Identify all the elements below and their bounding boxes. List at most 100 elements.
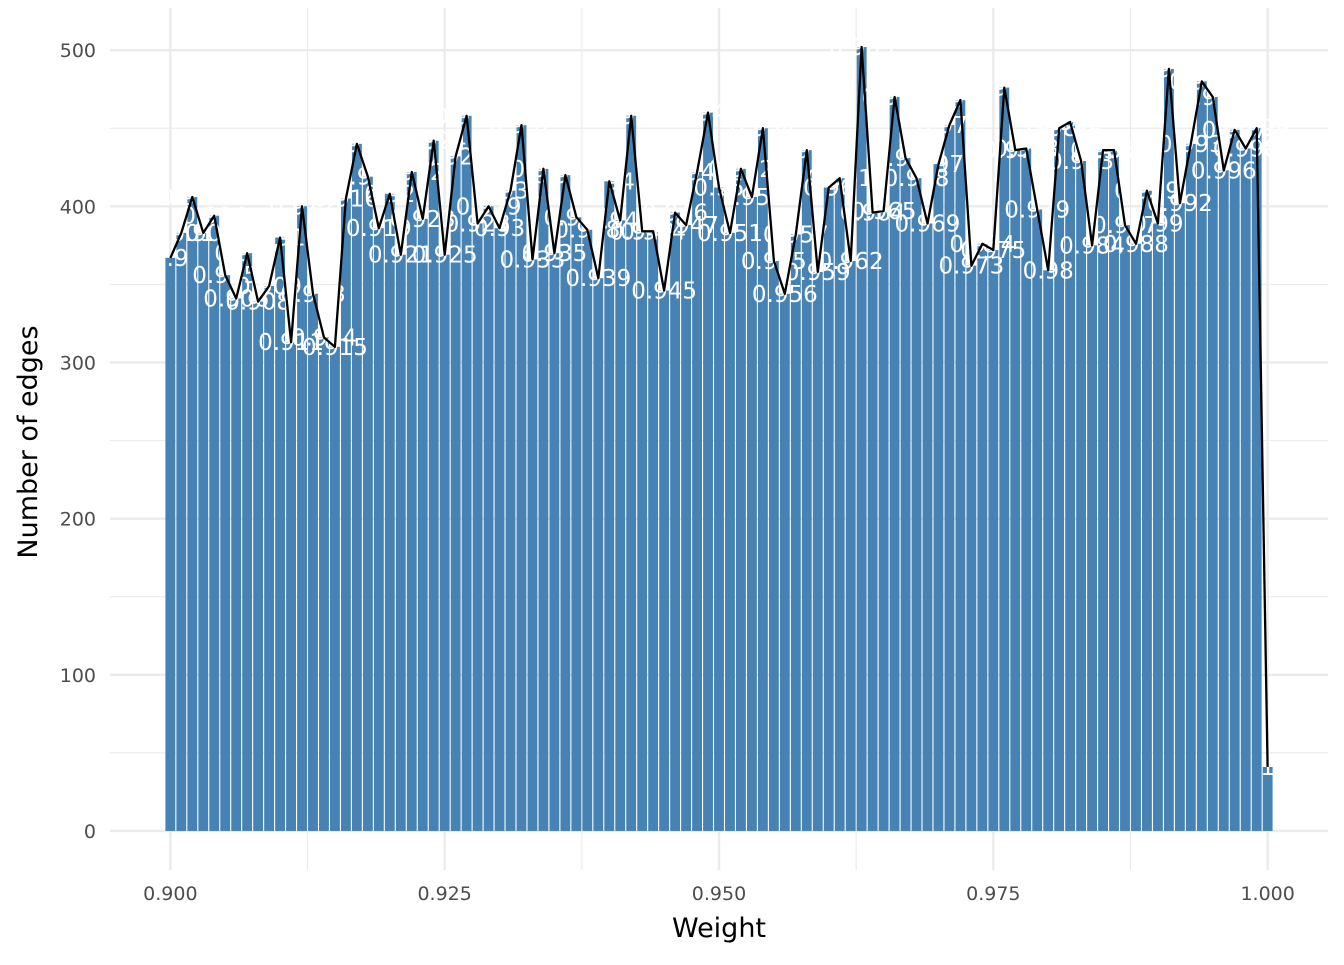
histogram-bar	[867, 212, 878, 831]
x-axis-title: Weight	[672, 913, 766, 944]
histogram-bar	[505, 190, 516, 831]
histogram-bar	[1131, 243, 1141, 831]
histogram-bar	[1076, 161, 1087, 831]
y-axis-title: Number of edges	[13, 325, 44, 558]
bar-value-label: 0.9	[152, 246, 189, 272]
histogram-bar	[944, 125, 955, 831]
histogram-bar	[801, 150, 812, 831]
histogram-bar	[209, 215, 220, 831]
histogram-bar	[373, 228, 384, 831]
histogram-bar	[692, 171, 702, 831]
histogram-bar	[231, 298, 242, 831]
histogram-bar	[560, 175, 571, 831]
histogram-bar	[351, 143, 362, 831]
histogram-bar	[242, 253, 253, 831]
x-tick-label: 0.925	[417, 883, 471, 905]
histogram-bar	[1142, 190, 1152, 831]
overlay-trend-line	[169, 45, 1269, 767]
histogram-bar	[593, 278, 604, 831]
histogram-bar	[604, 181, 615, 831]
x-tick-label: 0.975	[966, 883, 1020, 905]
y-axis-ticks: 0 100 200 300 400 500	[60, 40, 96, 843]
histogram-bar	[264, 285, 275, 831]
histogram-bar	[988, 250, 999, 831]
histogram-bar	[823, 187, 834, 831]
histogram-bar	[472, 223, 483, 831]
x-tick-label: 1.000	[1240, 883, 1294, 905]
histogram-bar	[1120, 225, 1130, 831]
histogram-bar	[582, 229, 593, 831]
histogram-bar	[549, 253, 560, 831]
histogram-bar	[999, 87, 1010, 831]
histogram-bar	[1021, 148, 1032, 831]
histogram-bar	[527, 259, 538, 831]
histogram-bar	[308, 293, 318, 831]
histogram-bar	[1163, 68, 1174, 831]
histogram-bar	[395, 254, 406, 831]
x-axis-ticks: 0.900 0.925 0.950 0.975 1.000	[143, 883, 1295, 905]
histogram-bar	[384, 193, 395, 831]
histogram-bar	[187, 196, 198, 831]
histogram-bar	[1065, 121, 1076, 831]
histogram-bar	[670, 212, 681, 831]
histogram-bar	[615, 220, 626, 831]
histogram-bar	[340, 198, 351, 831]
histogram-bar	[450, 156, 461, 831]
histogram-bar	[1043, 270, 1054, 831]
histogram-bar	[1251, 128, 1262, 831]
histogram-bar	[1174, 203, 1185, 831]
histogram-bar	[439, 254, 450, 831]
histogram-bar	[1229, 129, 1240, 831]
histogram-bar	[878, 211, 889, 831]
histogram-bar	[1196, 81, 1207, 831]
histogram-bar	[275, 237, 286, 831]
histogram-bar	[1054, 128, 1065, 831]
x-tick-label: 0.900	[143, 883, 197, 905]
y-tick-label: 300	[60, 352, 96, 374]
histogram-bar	[1207, 97, 1218, 831]
histogram-bar	[779, 293, 790, 831]
bar-value-label: 1	[1260, 755, 1275, 781]
histogram-bar	[220, 275, 231, 831]
histogram-bar	[297, 206, 307, 831]
y-tick-label: 500	[60, 40, 96, 62]
histogram-bar	[417, 218, 428, 831]
histogram-bar	[790, 234, 801, 831]
histogram-bar	[856, 47, 867, 831]
histogram-bar	[845, 260, 856, 831]
histogram-bar	[253, 301, 264, 831]
histogram-bar	[1087, 245, 1098, 831]
histogram-bar	[1010, 150, 1021, 831]
histogram-bar	[911, 178, 922, 831]
histogram-bar	[648, 231, 659, 831]
histogram-bar	[483, 206, 494, 831]
histogram-bar	[286, 342, 296, 831]
histogram-bar	[330, 346, 340, 831]
histogram-bar	[198, 232, 209, 831]
histogram-bar	[757, 128, 768, 831]
histogram-bar	[516, 125, 527, 831]
bars-layer	[165, 47, 1273, 831]
histogram-bar	[746, 196, 757, 831]
histogram-bar	[955, 100, 966, 831]
histogram-bar	[725, 232, 735, 831]
histogram-bar	[681, 225, 692, 831]
histogram-bar	[900, 157, 911, 831]
histogram-bar	[1218, 170, 1229, 831]
histogram-bar	[889, 97, 900, 831]
histogram-bar	[1185, 143, 1196, 831]
histogram-bar	[637, 231, 648, 831]
histogram-bar	[176, 232, 187, 831]
y-tick-label: 200	[60, 509, 96, 531]
histogram-bar	[428, 140, 439, 831]
overlay-line-layer	[169, 45, 1269, 767]
y-tick-label: 0	[84, 821, 96, 843]
histogram-bar	[714, 187, 724, 831]
y-tick-label: 400	[60, 196, 96, 218]
histogram-bar	[319, 337, 329, 831]
histogram-bar	[977, 243, 988, 831]
histogram-bar	[922, 223, 933, 831]
histogram-bar	[768, 260, 779, 831]
histogram-bar	[362, 176, 373, 831]
